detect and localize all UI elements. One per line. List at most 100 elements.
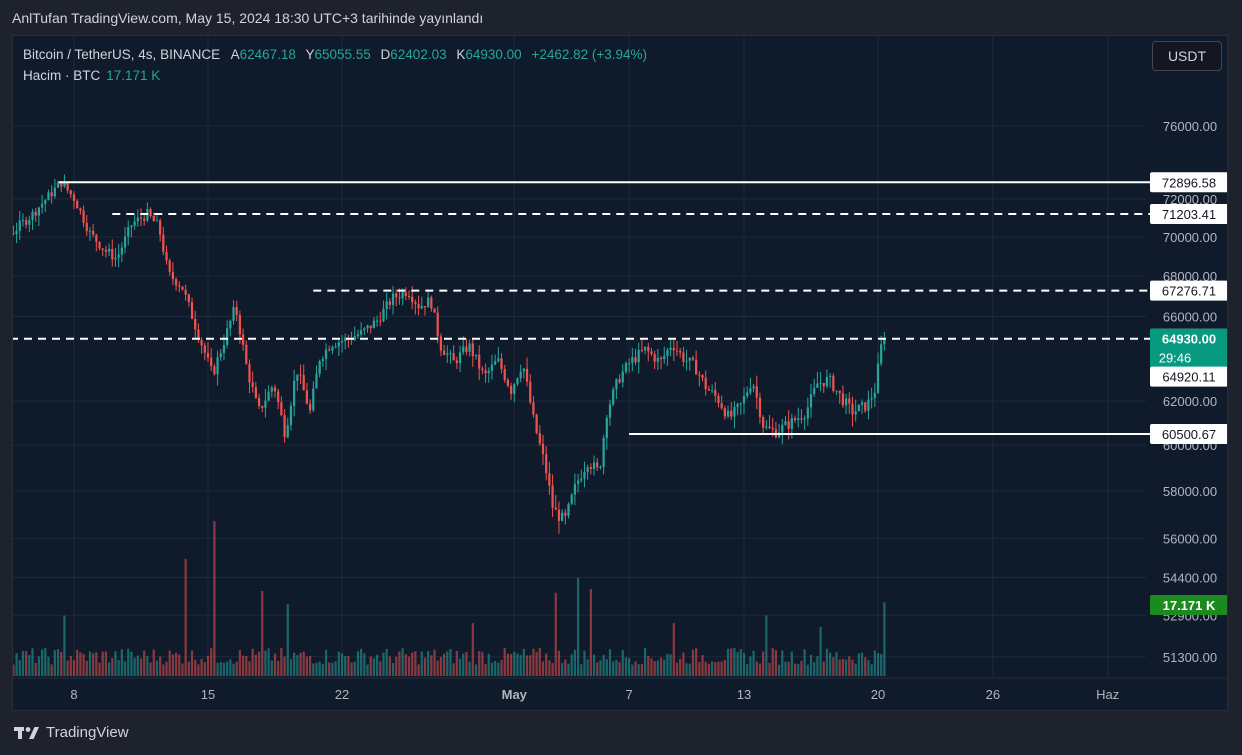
volume-bar (781, 650, 784, 676)
candle-body (299, 374, 302, 376)
current-price-badge (1150, 328, 1227, 369)
currency-button[interactable]: USDT (1152, 41, 1222, 71)
candle-body (806, 407, 809, 419)
volume-bar (321, 663, 324, 676)
candle-body (484, 370, 487, 374)
candle-body (56, 182, 60, 188)
volume-bar (736, 651, 739, 676)
volume-bar (184, 558, 187, 676)
candle-body (85, 222, 88, 232)
volume-bar (762, 651, 765, 676)
volume-bar (867, 660, 870, 676)
volume-bar (194, 659, 197, 676)
volume-bar (449, 649, 452, 676)
volume-bar (347, 655, 350, 676)
volume-bar (111, 658, 114, 676)
ohlc-legend: Bitcoin / TetherUS, 4s, BINANCE A62467.1… (23, 47, 647, 62)
candle-body (666, 349, 669, 356)
candle-body (605, 417, 608, 439)
volume-bar (28, 655, 31, 676)
candle-body (375, 320, 379, 322)
candle-body (768, 426, 771, 428)
candle-body (580, 478, 583, 481)
volume-bar (503, 647, 506, 676)
candle-body (88, 230, 92, 232)
tradingview-logo[interactable]: TradingView (14, 724, 129, 741)
candle-body (254, 387, 257, 398)
volume-bar (66, 660, 69, 676)
volume-bar (439, 656, 443, 676)
candle-body (18, 220, 21, 231)
x-tick-label: 13 (737, 687, 751, 702)
high-value: 65055.55 (314, 47, 371, 62)
volume-bar (187, 661, 190, 676)
candle-body (500, 358, 503, 370)
candle-body (746, 392, 749, 396)
volume-bar (18, 660, 21, 676)
change-value: +2462.82 (+3.94%) (531, 47, 648, 62)
volume-bar (471, 623, 474, 676)
volume-bar (650, 658, 653, 676)
candle-body (340, 340, 344, 343)
volume-bar (340, 653, 344, 676)
volume-bar (171, 654, 175, 676)
candle-body (710, 390, 714, 392)
candle-body (136, 217, 139, 222)
candle-body (433, 308, 436, 313)
candle-body (599, 466, 602, 468)
candle-body (471, 343, 474, 357)
volume-bar (880, 653, 883, 676)
candle-body (114, 257, 117, 260)
volume-bar (612, 661, 615, 676)
volume-bar (155, 660, 159, 676)
volume-bar (92, 653, 95, 676)
candle-body (149, 209, 152, 216)
volume-bar (261, 591, 264, 676)
volume-bar (774, 650, 778, 676)
candle-body (369, 325, 372, 329)
candle-body (25, 220, 28, 225)
candle-body (82, 210, 85, 223)
candle-body (631, 357, 634, 364)
candle-body (832, 375, 835, 392)
candle-body (714, 390, 717, 396)
volume-bar (548, 660, 551, 676)
candle-body (640, 350, 644, 352)
candle-body (848, 398, 851, 404)
volume-bar (37, 656, 41, 676)
volume-bar (813, 662, 816, 676)
volume-bar (803, 649, 806, 676)
volume-bar (417, 664, 420, 676)
y-tick-label: 76000.00 (1163, 119, 1217, 134)
candle-body (742, 395, 746, 404)
candle-body (465, 346, 468, 352)
volume-bar (107, 662, 111, 676)
volume-bar (758, 663, 762, 676)
candle-body (229, 320, 232, 329)
candle-body (573, 483, 577, 495)
volume-bar (127, 648, 130, 676)
candle-body (554, 507, 557, 510)
candle-body (123, 236, 127, 248)
volume-bar (174, 652, 178, 676)
volume-bar (181, 663, 184, 676)
volume-bar (793, 663, 797, 676)
candlestick-chart[interactable]: 76000.00 72000.00 70000.00 68000.00 66000.00… (13, 36, 1228, 711)
candle-body (165, 251, 168, 261)
volume-bar (478, 651, 481, 676)
symbol-title[interactable]: Bitcoin / TetherUS, 4s, BINANCE (23, 47, 221, 62)
chart-panel[interactable]: 76000.00 72000.00 70000.00 68000.00 66000.00… (12, 35, 1228, 711)
candle-body (107, 248, 111, 252)
candle-body (653, 354, 656, 362)
volume-bar (832, 657, 835, 676)
candle-body (733, 406, 736, 417)
candle-body (60, 182, 63, 187)
candle-body (210, 357, 213, 367)
candle-body (525, 368, 529, 382)
volume-bar (509, 654, 513, 676)
candle-body (762, 416, 765, 428)
candle-body (596, 462, 599, 468)
candle-body (790, 418, 793, 429)
volume-bar (733, 647, 736, 676)
volume-bar (809, 654, 813, 676)
